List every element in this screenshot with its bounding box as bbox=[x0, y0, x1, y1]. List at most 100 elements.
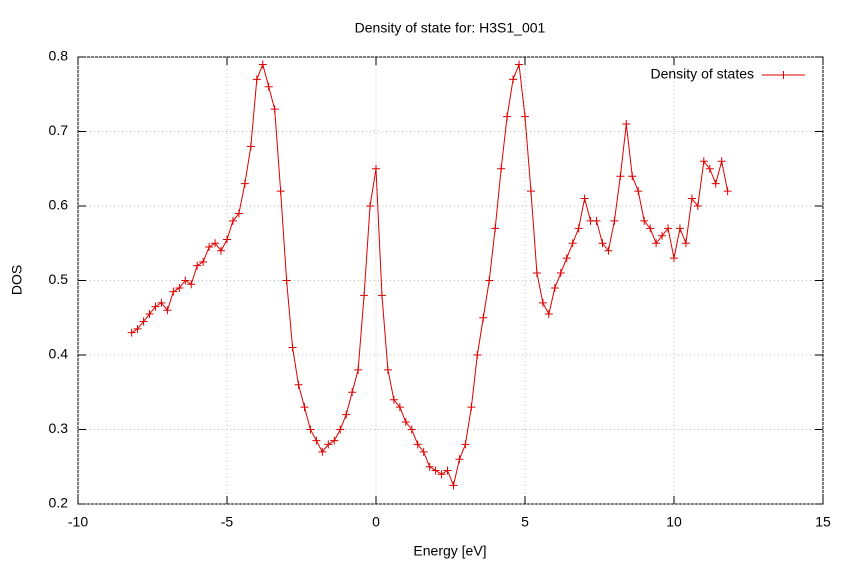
y-tick-label: 0.8 bbox=[49, 48, 69, 64]
data-point bbox=[181, 276, 190, 285]
data-point bbox=[395, 403, 404, 412]
data-point bbox=[568, 239, 577, 248]
data-point bbox=[652, 239, 661, 248]
data-point bbox=[401, 418, 410, 427]
data-point bbox=[491, 224, 500, 233]
data-point bbox=[675, 224, 684, 233]
data-point bbox=[372, 164, 380, 173]
y-tick-label: 0.3 bbox=[49, 420, 69, 436]
data-point bbox=[711, 179, 720, 188]
data-point bbox=[264, 82, 273, 91]
data-point bbox=[383, 365, 392, 374]
data-point bbox=[443, 466, 452, 475]
data-point bbox=[288, 343, 297, 352]
data-point bbox=[282, 276, 291, 285]
y-tick-label: 0.4 bbox=[49, 346, 69, 362]
data-point bbox=[246, 142, 255, 151]
data-point bbox=[461, 440, 470, 449]
x-axis-label: Energy [eV] bbox=[413, 543, 486, 559]
y-tick-label: 0.7 bbox=[49, 122, 69, 138]
data-point bbox=[437, 470, 446, 479]
data-point bbox=[175, 283, 184, 292]
data-point bbox=[419, 447, 428, 456]
data-point bbox=[610, 216, 619, 225]
data-point bbox=[544, 310, 553, 319]
data-point bbox=[622, 120, 631, 129]
data-point bbox=[217, 246, 226, 255]
x-tick-label: 5 bbox=[521, 514, 529, 530]
data-point bbox=[306, 425, 315, 434]
data-point bbox=[455, 455, 464, 464]
data-point bbox=[574, 224, 583, 233]
data-point bbox=[664, 224, 673, 233]
data-point bbox=[330, 436, 339, 445]
data-point bbox=[145, 310, 154, 319]
data-point bbox=[485, 276, 494, 285]
data-point bbox=[336, 425, 345, 434]
data-point bbox=[133, 324, 142, 333]
legend-marker bbox=[779, 71, 788, 79]
data-point bbox=[473, 351, 482, 359]
y-tick-label: 0.2 bbox=[49, 495, 69, 511]
data-point bbox=[360, 291, 369, 300]
data-point bbox=[693, 202, 702, 210]
data-point bbox=[687, 194, 696, 203]
chart-title: Density of state for: H3S1_001 bbox=[355, 20, 546, 36]
data-point bbox=[580, 194, 589, 203]
data-point bbox=[503, 112, 512, 121]
data-point bbox=[366, 202, 375, 210]
data-point bbox=[223, 235, 231, 244]
data-point bbox=[646, 224, 655, 233]
data-point bbox=[640, 216, 649, 225]
data-point bbox=[205, 242, 214, 251]
y-tick-label: 0.5 bbox=[49, 271, 69, 287]
y-axis-label: DOS bbox=[9, 265, 25, 295]
data-point bbox=[526, 187, 535, 196]
data-point bbox=[139, 317, 148, 326]
data-point bbox=[521, 112, 529, 121]
data-point bbox=[479, 313, 488, 322]
data-point bbox=[592, 216, 601, 225]
data-point bbox=[407, 425, 416, 434]
x-tick-label: -5 bbox=[221, 514, 234, 530]
data-point bbox=[509, 75, 518, 84]
data-point bbox=[550, 283, 559, 292]
data-point bbox=[449, 481, 458, 490]
data-point bbox=[699, 157, 708, 166]
data-point bbox=[497, 164, 506, 173]
data-point bbox=[258, 60, 267, 69]
data-point bbox=[670, 254, 678, 263]
data-point bbox=[425, 462, 434, 471]
data-point bbox=[348, 388, 357, 397]
x-tick-label: 15 bbox=[815, 514, 831, 530]
data-point bbox=[681, 239, 690, 248]
data-point bbox=[234, 209, 243, 218]
data-point bbox=[389, 395, 398, 404]
data-point bbox=[705, 164, 714, 173]
data-point bbox=[598, 239, 607, 248]
data-point bbox=[240, 179, 249, 188]
data-point bbox=[628, 172, 637, 181]
data-point bbox=[616, 172, 625, 181]
data-point bbox=[467, 403, 476, 412]
data-point bbox=[127, 328, 136, 337]
data-point bbox=[318, 447, 327, 456]
data-point bbox=[163, 306, 172, 315]
data-point bbox=[211, 239, 220, 248]
data-point bbox=[413, 440, 422, 449]
data-point bbox=[199, 257, 208, 266]
data-point bbox=[151, 302, 160, 311]
data-point bbox=[312, 436, 321, 445]
data-point bbox=[169, 287, 178, 296]
data-point bbox=[532, 269, 541, 278]
data-point bbox=[193, 261, 202, 270]
data-point bbox=[157, 298, 166, 307]
legend-label: Density of states bbox=[651, 66, 755, 82]
data-point bbox=[604, 246, 613, 255]
data-point bbox=[562, 254, 571, 263]
data-point bbox=[300, 403, 309, 412]
data-point bbox=[515, 60, 524, 69]
x-tick-label: -10 bbox=[68, 514, 88, 530]
